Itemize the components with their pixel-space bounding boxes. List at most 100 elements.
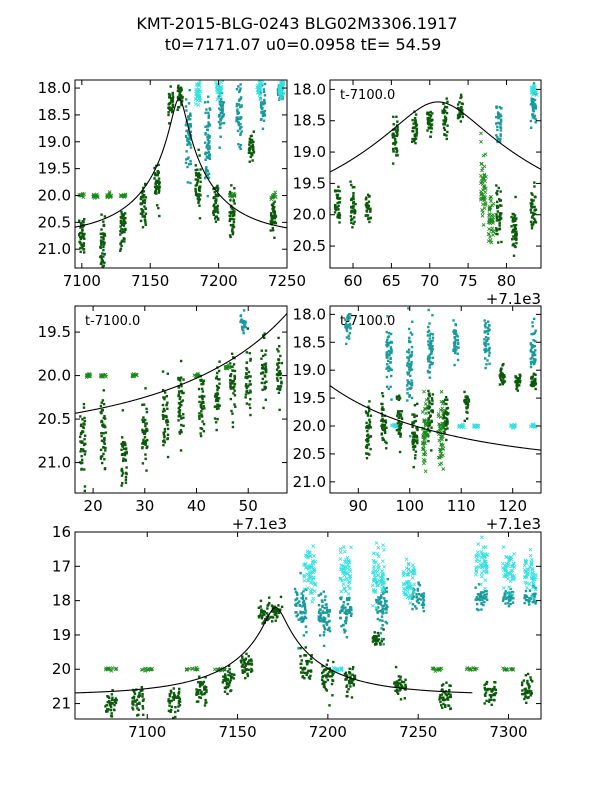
data-point [500, 367, 503, 370]
data-point [429, 348, 433, 351]
data-point [376, 606, 380, 609]
data-point [142, 190, 146, 193]
data-point [168, 108, 172, 112]
data-point [100, 439, 104, 442]
data-point [384, 599, 387, 603]
data-point [154, 187, 158, 191]
data-point [262, 119, 266, 122]
data-point [186, 137, 189, 140]
data-point [369, 207, 372, 210]
data-point [186, 181, 190, 184]
data-point [196, 103, 201, 107]
data-point [265, 380, 268, 383]
data-point [391, 136, 395, 139]
data-point [445, 97, 448, 100]
series-green [103, 665, 516, 674]
data-point [119, 225, 122, 228]
data-point [187, 116, 190, 119]
data-point [430, 426, 433, 429]
data-point [457, 113, 460, 117]
data-point [218, 107, 221, 110]
data-point [101, 399, 105, 402]
data-point [303, 615, 306, 619]
data-point [366, 437, 370, 440]
data-point [163, 396, 166, 399]
data-point [529, 365, 533, 369]
data-point [446, 696, 449, 699]
y-tick-label: 20 [52, 660, 71, 678]
data-point [217, 407, 220, 410]
data-point [533, 379, 536, 383]
data-point [247, 668, 250, 671]
data-point [442, 683, 445, 686]
data-point [507, 598, 511, 602]
data-point [222, 121, 226, 125]
data-point [79, 226, 82, 229]
data-point [486, 688, 489, 692]
data-point [218, 146, 221, 149]
data-point [533, 98, 537, 102]
data-point [103, 261, 106, 264]
data-point [198, 683, 202, 686]
data-point [139, 212, 143, 215]
data-point [193, 97, 198, 101]
data-point [395, 397, 399, 400]
data-point [397, 410, 400, 413]
data-point [385, 343, 388, 347]
data-point [347, 580, 351, 584]
data-point [270, 615, 274, 619]
data-point [277, 358, 281, 361]
data-point [410, 379, 413, 382]
data-point [83, 419, 87, 423]
data-point [524, 575, 529, 579]
data-point [136, 702, 139, 706]
data-point [198, 675, 201, 678]
data-point [81, 220, 84, 223]
data-point [219, 111, 223, 115]
data-point [409, 364, 412, 368]
data-point [396, 690, 399, 694]
data-point [321, 682, 324, 686]
data-point [533, 595, 536, 599]
data-point [325, 611, 328, 614]
data-point [527, 686, 531, 689]
data-point [105, 710, 108, 713]
data-point [242, 658, 245, 662]
data-point [515, 230, 518, 233]
data-point [412, 441, 416, 444]
data-point [375, 552, 380, 556]
data-point [269, 214, 273, 217]
data-point [195, 183, 198, 187]
data-point [475, 602, 479, 606]
data-point [110, 698, 114, 702]
data-point [443, 115, 447, 118]
data-point [99, 239, 103, 242]
data-point [338, 547, 343, 551]
data-point [486, 329, 489, 333]
data-point [203, 141, 207, 144]
data-point [189, 125, 193, 128]
data-point [79, 250, 82, 254]
data-point [384, 419, 387, 422]
data-point [385, 611, 388, 614]
data-point [424, 430, 429, 435]
data-point [341, 564, 345, 568]
data-point [431, 361, 434, 365]
data-point [238, 98, 241, 101]
data-point [454, 349, 457, 353]
data-point [277, 391, 281, 395]
data-point [241, 663, 244, 666]
data-point [354, 202, 357, 206]
data-point [321, 619, 324, 623]
data-point [427, 126, 430, 129]
data-point [244, 321, 247, 325]
data-point [365, 426, 368, 429]
data-point [142, 403, 146, 406]
data-point [530, 423, 535, 428]
data-point [185, 129, 188, 133]
data-point [234, 405, 237, 408]
data-point [526, 598, 529, 602]
data-point [423, 421, 428, 426]
data-point [484, 335, 488, 339]
data-point [487, 343, 490, 346]
